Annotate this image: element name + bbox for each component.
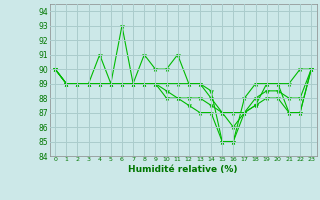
X-axis label: Humidité relative (%): Humidité relative (%) bbox=[128, 165, 238, 174]
